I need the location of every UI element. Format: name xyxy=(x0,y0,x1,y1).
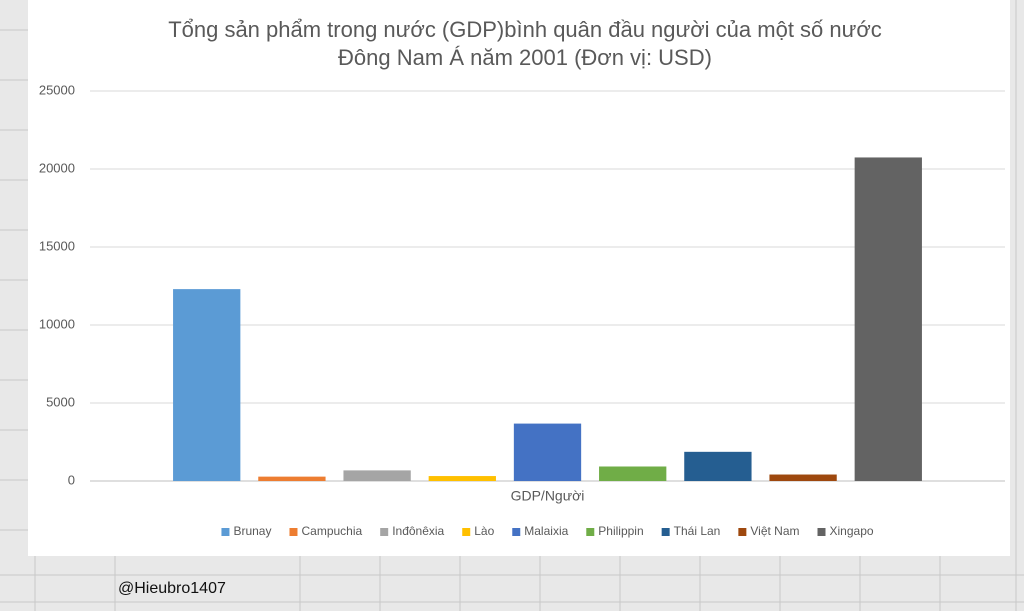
bar xyxy=(599,466,667,481)
legend-swatch xyxy=(512,528,521,536)
chart-title: Đông Nam Á năm 2001 (Đơn vị: USD) xyxy=(338,45,712,70)
legend-swatch xyxy=(738,528,747,536)
chart-title: Tổng sản phẩm trong nước (GDP)bình quân … xyxy=(168,17,882,42)
bar xyxy=(343,470,411,481)
legend-label: Brunay xyxy=(233,524,271,538)
bar xyxy=(769,474,837,481)
legend-swatch xyxy=(289,528,298,536)
x-tick-label: GDP/Người xyxy=(511,488,585,504)
legend-label: Lào xyxy=(474,524,494,538)
bar xyxy=(684,451,752,481)
legend-label: Inđônêxia xyxy=(392,524,444,538)
bar xyxy=(258,476,326,481)
legend-label: Philippin xyxy=(598,524,643,538)
y-tick-label: 0 xyxy=(68,472,75,487)
y-tick-label: 15000 xyxy=(39,238,75,253)
y-tick-label: 10000 xyxy=(39,316,75,331)
bar xyxy=(428,476,496,481)
legend-swatch xyxy=(380,528,389,536)
bar xyxy=(173,289,241,481)
legend-label: Campuchia xyxy=(301,524,362,538)
legend-label: Malaixia xyxy=(524,524,568,538)
legend-swatch xyxy=(221,528,230,536)
y-tick-label: 5000 xyxy=(46,394,75,409)
legend-label: Thái Lan xyxy=(674,524,721,538)
legend-swatch xyxy=(462,528,471,536)
legend-swatch xyxy=(817,528,826,536)
bar xyxy=(854,157,922,481)
y-tick-label: 25000 xyxy=(39,82,75,97)
legend-label: Việt Nam xyxy=(750,524,799,538)
watermark: @Hieubro1407 xyxy=(118,580,226,597)
y-tick-label: 20000 xyxy=(39,160,75,175)
legend-swatch xyxy=(661,528,670,536)
legend-label: Xingapo xyxy=(830,524,874,538)
bar xyxy=(513,423,582,481)
legend-swatch xyxy=(586,528,595,536)
